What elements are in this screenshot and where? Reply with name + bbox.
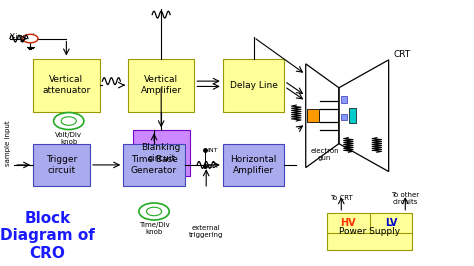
Text: Blanking
circuit: Blanking circuit bbox=[141, 143, 181, 163]
Bar bbox=[327, 213, 412, 250]
FancyBboxPatch shape bbox=[341, 114, 347, 120]
Circle shape bbox=[146, 207, 162, 216]
Text: EXT: EXT bbox=[207, 164, 219, 169]
Text: Vertical
attenuator: Vertical attenuator bbox=[42, 76, 91, 95]
Text: Volt/Div
knob: Volt/Div knob bbox=[55, 132, 82, 145]
Circle shape bbox=[54, 113, 84, 130]
FancyBboxPatch shape bbox=[341, 96, 347, 103]
Bar bbox=[133, 130, 190, 176]
Text: Trigger
circuit: Trigger circuit bbox=[46, 155, 77, 174]
Circle shape bbox=[61, 117, 76, 125]
Bar bbox=[349, 108, 356, 123]
Text: Y-input: Y-input bbox=[9, 33, 36, 42]
Text: sample input: sample input bbox=[5, 121, 11, 167]
Bar bbox=[128, 59, 194, 112]
Bar bbox=[33, 59, 100, 112]
Bar bbox=[223, 144, 284, 186]
Text: Time/Div
knob: Time/Div knob bbox=[139, 222, 169, 235]
Text: Block
Diagram of
CRO: Block Diagram of CRO bbox=[0, 211, 95, 261]
Bar bbox=[307, 109, 319, 122]
Circle shape bbox=[23, 34, 38, 43]
Text: external
triggering: external triggering bbox=[189, 225, 223, 238]
Bar bbox=[223, 59, 284, 112]
Bar bbox=[33, 144, 90, 186]
Text: Horizontal
Amplifier: Horizontal Amplifier bbox=[230, 155, 277, 174]
Bar bbox=[123, 144, 185, 186]
Text: HV: HV bbox=[341, 218, 356, 228]
Text: electron
gun: electron gun bbox=[310, 148, 339, 161]
Text: To CRT: To CRT bbox=[330, 195, 353, 201]
Text: Power Supply: Power Supply bbox=[339, 227, 400, 236]
Text: Time Base
Generator: Time Base Generator bbox=[131, 155, 177, 174]
Text: CRT: CRT bbox=[393, 50, 410, 59]
Text: To other
circuits: To other circuits bbox=[391, 192, 419, 205]
Text: Vertical
Amplifier: Vertical Amplifier bbox=[141, 76, 182, 95]
Text: INT: INT bbox=[207, 148, 218, 153]
Text: Delay Line: Delay Line bbox=[229, 81, 278, 90]
Text: LV: LV bbox=[385, 218, 397, 228]
Circle shape bbox=[139, 203, 169, 220]
